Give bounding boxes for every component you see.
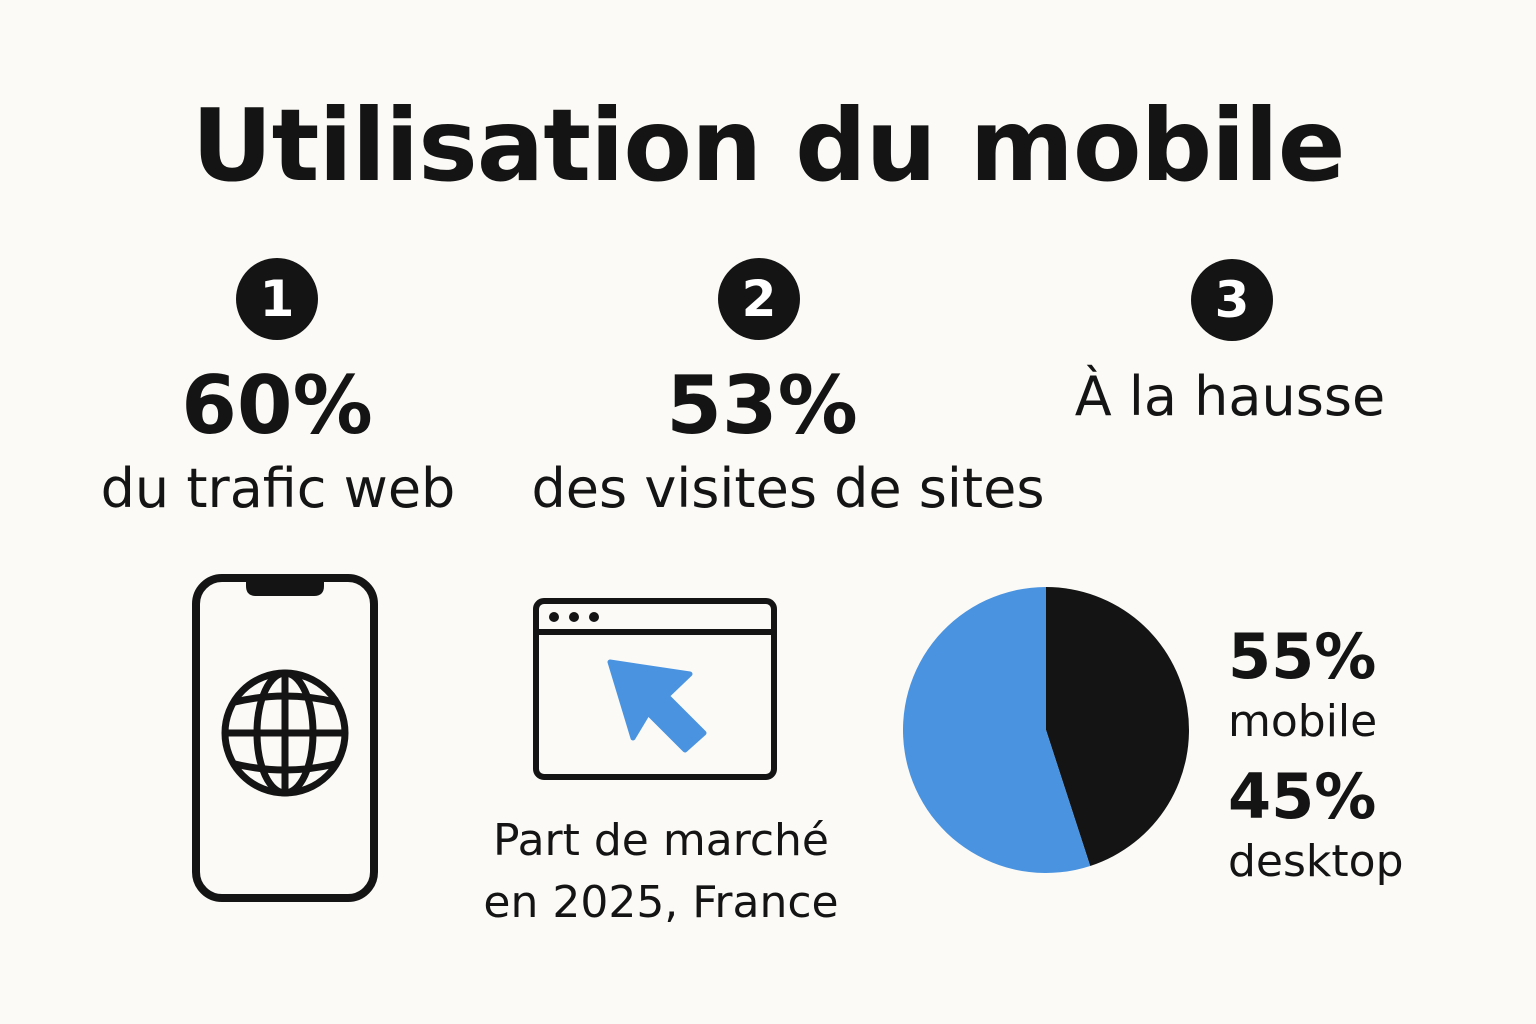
badge-2: 2 (718, 258, 800, 340)
market-share-caption: Part de marché en 2025, France (436, 810, 886, 934)
pie-slice-mobile (902, 587, 1091, 873)
stat-caption-3: À la hausse (1074, 365, 1386, 428)
market-line-2: en 2025, France (483, 877, 839, 928)
stat-caption-1: du trafic web (100, 457, 456, 520)
badge-1: 1 (236, 258, 318, 340)
pie-label-mobile: mobile (1228, 696, 1378, 747)
pie-slice-desktop (1046, 587, 1189, 867)
pie-label-desktop: desktop (1228, 836, 1404, 887)
market-line-1: Part de marché (493, 815, 829, 866)
badge-3: 3 (1191, 259, 1273, 341)
pie-value-desktop: 45% (1228, 760, 1377, 833)
stat-value-2: 53% (666, 359, 858, 452)
stat-value-1: 60% (181, 359, 373, 452)
pie-value-mobile: 55% (1228, 620, 1377, 693)
pie-legend: 55% mobile 45% desktop (1228, 626, 1404, 884)
page-title: Utilisation du mobile (191, 87, 1345, 204)
smartphone-globe-icon (192, 574, 378, 902)
browser-window-cursor-icon (533, 598, 777, 780)
pie-chart (902, 587, 1189, 873)
stat-caption-2: des visites de sites (531, 457, 1045, 520)
